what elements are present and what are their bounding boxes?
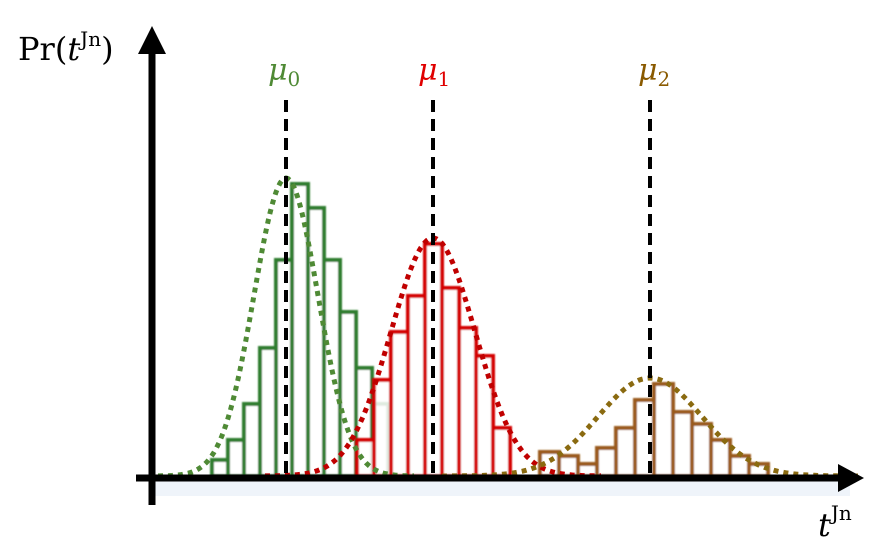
x-axis-arrow-icon <box>838 464 864 492</box>
histogram-bar <box>440 286 461 478</box>
mu1-label: μ1 <box>418 53 450 91</box>
histogram-bar <box>690 422 713 478</box>
histogram-bar <box>595 446 618 478</box>
y-axis-label: Pr(tJn) <box>18 27 114 68</box>
histogram-bar <box>389 330 410 478</box>
histogram-bar <box>322 258 342 478</box>
mu2-label: μ2 <box>638 53 670 91</box>
histogram-bar <box>614 426 637 478</box>
histogram-bar <box>671 410 694 478</box>
x-axis-label: tJn <box>818 501 852 544</box>
histogram-bar <box>210 458 230 478</box>
histogram-bar <box>457 326 478 478</box>
gaussian-curve <box>442 375 858 479</box>
y-axis-arrow-icon <box>138 26 166 54</box>
histogram-bar <box>290 182 310 478</box>
mu0-label: μ0 <box>268 53 300 91</box>
histogram-bar <box>306 206 326 478</box>
histogram-bar <box>709 438 732 478</box>
histogram-bar <box>491 426 512 478</box>
histogram-bar <box>242 402 262 478</box>
histogram-mu0 <box>210 182 390 478</box>
histogram-mu1 <box>355 242 512 478</box>
histogram-bar <box>226 438 246 478</box>
histogram-mu2 <box>538 382 770 478</box>
histogram-bar <box>474 354 495 478</box>
histogram-bar <box>372 378 393 478</box>
baseline-shadow <box>150 478 850 496</box>
histogram-bar <box>652 382 675 478</box>
histogram-bar <box>406 294 427 478</box>
histogram-bar <box>258 346 278 478</box>
histogram-bar <box>338 310 358 478</box>
